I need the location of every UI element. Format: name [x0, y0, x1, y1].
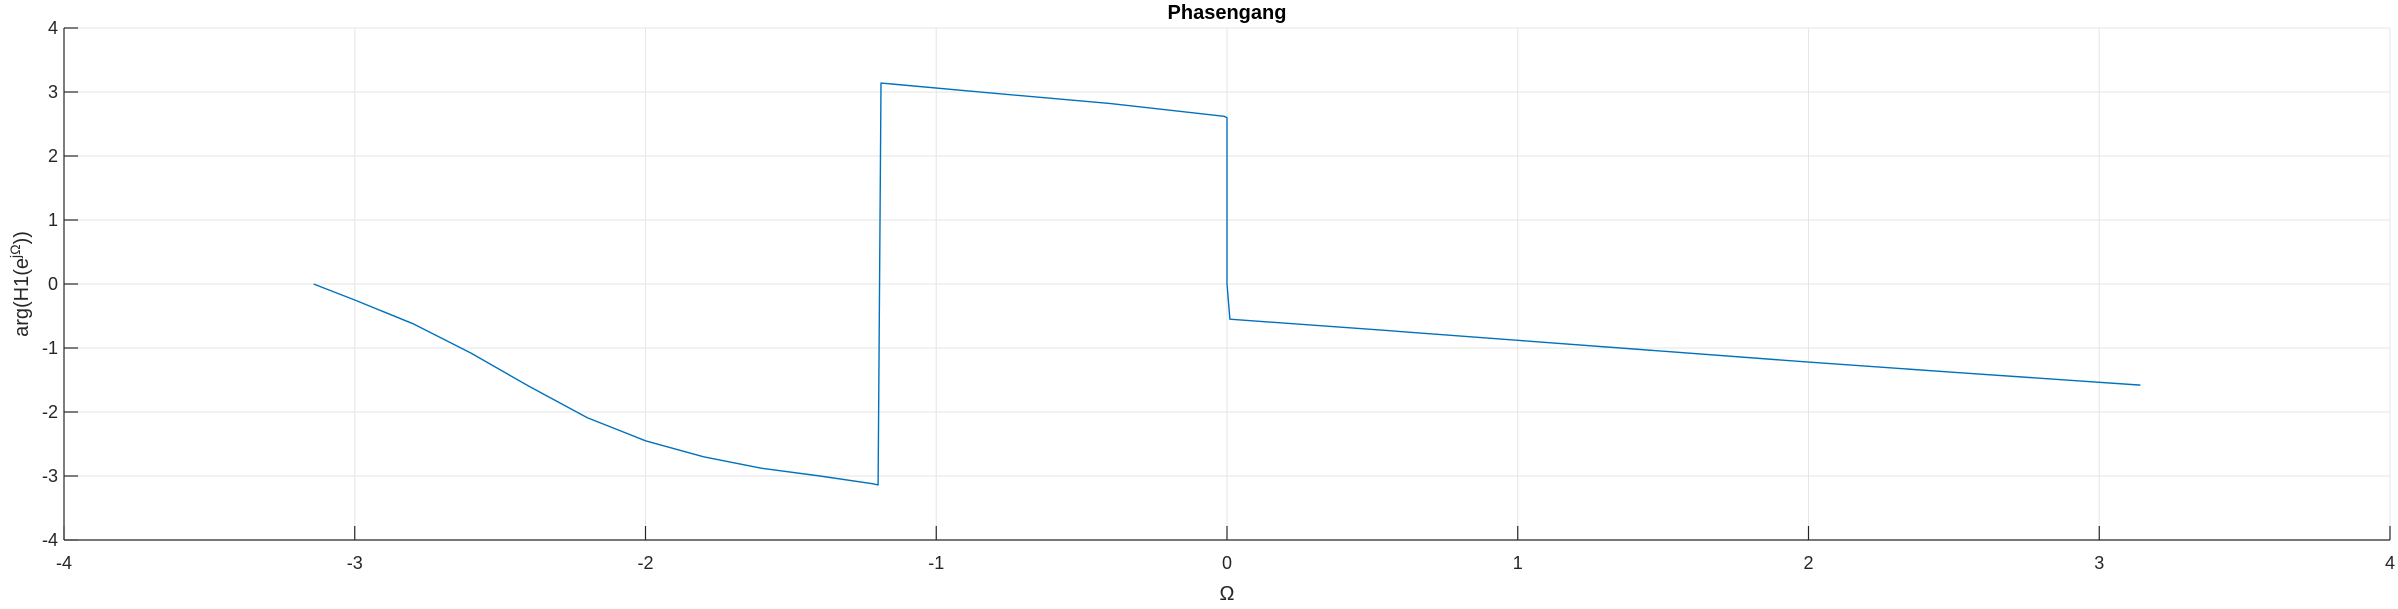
x-tick-label: -3	[347, 553, 363, 573]
x-tick-label: 3	[2094, 553, 2104, 573]
x-tick-label: -2	[637, 553, 653, 573]
x-tick-label: -1	[928, 553, 944, 573]
y-axis-label-suffix: ))	[11, 231, 33, 244]
series-line	[313, 82, 2141, 486]
y-tick-label: 4	[48, 18, 58, 38]
y-axis-label-superscript: jΩ	[7, 244, 23, 259]
y-tick-label: 0	[48, 274, 58, 294]
x-ticks: -4 -3 -2 -1 0 1 2 3 4	[56, 526, 2395, 573]
y-tick-label: 1	[48, 210, 58, 230]
series-group	[313, 82, 2141, 486]
y-axis-label-prefix: arg(H1(e	[11, 258, 33, 337]
y-tick-label: -4	[42, 530, 58, 550]
x-tick-label: 2	[1803, 553, 1813, 573]
y-axis-label: arg(H1(ejΩ))	[7, 231, 33, 337]
y-tick-label: -3	[42, 466, 58, 486]
chart-title: Phasengang	[1168, 2, 1287, 24]
x-tick-label: -4	[56, 553, 72, 573]
y-ticks: -4 -3 -2 -1 0 1 2 3 4	[42, 18, 78, 550]
y-tick-label: -1	[42, 338, 58, 358]
x-axis-label: Ω	[1220, 583, 1235, 604]
x-tick-label: 1	[1513, 553, 1523, 573]
x-tick-label: 4	[2385, 553, 2395, 573]
x-tick-label: 0	[1222, 553, 1232, 573]
y-tick-label: 3	[48, 82, 58, 102]
y-tick-label: 2	[48, 146, 58, 166]
y-tick-label: -2	[42, 402, 58, 422]
